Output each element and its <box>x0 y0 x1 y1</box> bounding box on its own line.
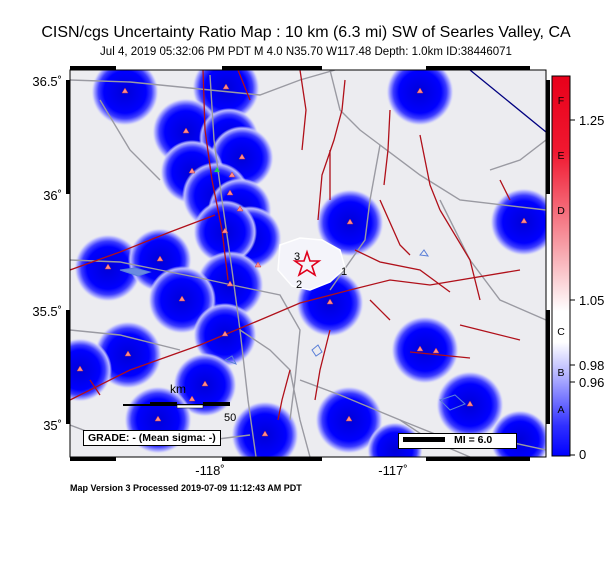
scale-unit: km <box>170 382 186 396</box>
mi-legend-bar <box>403 437 445 442</box>
triangle-icon <box>201 380 209 387</box>
color-bar <box>551 75 575 457</box>
fault-label: 3 <box>294 251 301 263</box>
lat-label: 35.5˚ <box>32 304 62 319</box>
colorbar-value: 1.25 <box>579 113 605 128</box>
triangle-icon <box>222 83 230 90</box>
triangle-icon <box>124 350 132 357</box>
epicenter-outline <box>277 237 346 291</box>
lat-label: 36.5˚ <box>32 74 62 89</box>
triangle-icon <box>432 347 440 354</box>
colorbar-value: 0.96 <box>579 375 605 390</box>
triangle-icon <box>156 255 164 262</box>
triangle-icon <box>346 218 354 225</box>
triangle-icon <box>188 395 196 402</box>
triangle-icon <box>520 217 528 224</box>
colorbar-letter: A <box>557 404 565 416</box>
triangle-icon <box>236 205 244 212</box>
grade-label: GRADE: - (Mean sigma: -) <box>83 430 221 446</box>
map-title: CISN/cgs Uncertainty Ratio Map : 10 km (… <box>41 24 571 41</box>
triangle-icon <box>188 167 196 174</box>
triangle-icon <box>261 430 269 437</box>
map-subtitle: Jul 4, 2019 05:32:06 PM PDT M 4.0 N35.70… <box>100 46 512 58</box>
triangle-icon <box>221 227 229 234</box>
triangle-icon <box>416 345 424 352</box>
triangle-icon <box>178 295 186 302</box>
mi-legend-text: MI = 6.0 <box>454 434 493 446</box>
colorbar-letter: D <box>557 205 565 217</box>
triangle-icon <box>104 263 112 270</box>
star-icon <box>292 249 322 277</box>
colorbar-letter: B <box>557 367 565 379</box>
colorbar-letter: C <box>557 326 565 338</box>
triangle-icon <box>345 415 353 422</box>
colorbar-value: 1.05 <box>579 293 605 308</box>
colorbar-letter: F <box>557 95 565 107</box>
triangle-icon <box>76 365 84 372</box>
triangle-icon <box>238 153 246 160</box>
lat-label: 35˚ <box>43 418 62 433</box>
fault-label: 2 <box>296 279 303 291</box>
triangle-icon <box>326 298 334 305</box>
green-triangle-icon <box>214 167 220 172</box>
triangle-icon <box>416 87 424 94</box>
scale-bar <box>123 402 230 409</box>
triangle-icon <box>182 127 190 134</box>
triangle-icon <box>228 171 236 178</box>
station-markers <box>76 83 528 437</box>
fault-label: 1 <box>341 266 348 278</box>
triangle-icon <box>226 280 234 287</box>
lakes <box>119 249 466 411</box>
colorbar-value: 0 <box>579 447 587 462</box>
map-frame <box>66 66 550 461</box>
lat-label: 36˚ <box>43 188 62 203</box>
triangle-icon <box>154 415 162 422</box>
fault-lines <box>70 70 521 421</box>
uncertainty-blobs <box>70 70 546 457</box>
state-border <box>469 70 546 133</box>
colorbar-value: 0.98 <box>579 358 605 373</box>
triangle-icon <box>221 330 229 337</box>
processing-footer: Map Version 3 Processed 2019-07-09 11:12… <box>70 483 302 493</box>
colorbar-letter: E <box>557 150 565 162</box>
lon-label: -118˚ <box>195 463 225 478</box>
scale-end-value: 50 <box>224 412 237 424</box>
triangle-icon <box>254 261 262 268</box>
lon-label: -117˚ <box>378 463 408 478</box>
triangle-icon <box>466 400 474 407</box>
triangle-icon <box>226 189 234 196</box>
triangle-icon <box>121 87 129 94</box>
